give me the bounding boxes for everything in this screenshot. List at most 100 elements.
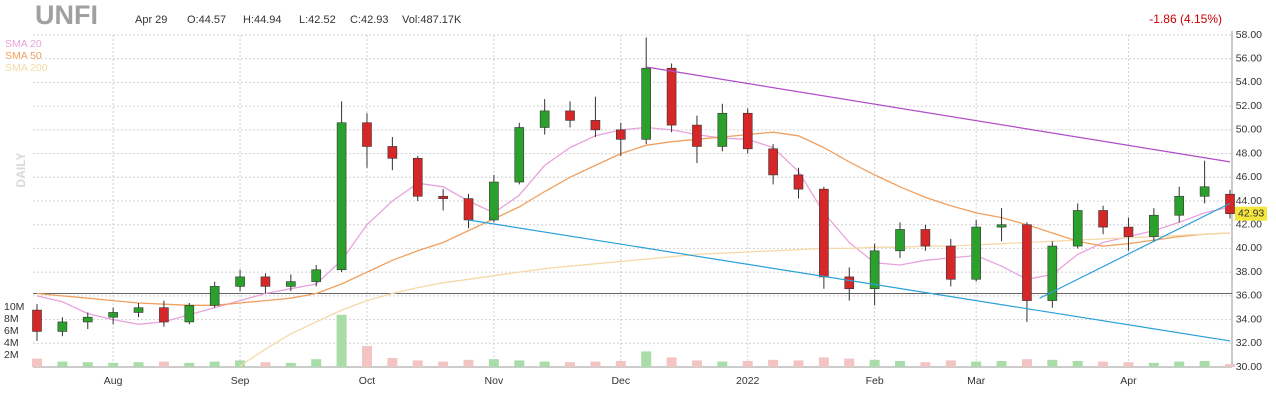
x-tick-label: Apr xyxy=(1120,375,1137,387)
volume-tick-label: 4M xyxy=(4,337,19,349)
y-tick-label: 58.00 xyxy=(1236,29,1262,41)
x-tick-label: Nov xyxy=(485,375,504,387)
candle-body xyxy=(717,112,728,147)
volume-bar xyxy=(82,362,93,367)
candle-body xyxy=(895,229,905,252)
x-tick-label: Feb xyxy=(866,375,884,387)
volume-bar xyxy=(488,359,499,367)
candle-body xyxy=(463,198,474,221)
ohlc-label: C:42.93 xyxy=(350,14,389,26)
x-tick-label: Oct xyxy=(359,375,375,387)
volume-bar xyxy=(133,362,144,367)
candle-body xyxy=(692,124,702,147)
volume-bar xyxy=(387,358,398,367)
ohlc-label: L:42.52 xyxy=(299,14,336,26)
date: Apr 29 xyxy=(135,14,167,26)
x-tick-label: Aug xyxy=(104,375,123,387)
volume-label: Vol:487.17K xyxy=(402,14,462,26)
y-tick-label: 34.00 xyxy=(1236,313,1262,325)
candle-body xyxy=(920,229,931,247)
legend-entry: SMA 200 xyxy=(5,62,48,74)
volume-bar xyxy=(768,359,779,367)
candle-body xyxy=(869,250,880,290)
volume-bar xyxy=(1047,359,1058,367)
volume-bar xyxy=(895,361,906,367)
change-label: -1.86 (4.15%) xyxy=(1149,12,1222,26)
legend-entry: SMA 50 xyxy=(5,50,42,62)
candle-body xyxy=(565,110,575,121)
volume-bar xyxy=(539,361,550,367)
volume-tick-label: 8M xyxy=(4,313,19,325)
volume-bar xyxy=(945,360,956,367)
volume-bar xyxy=(717,361,728,367)
last-price-label: 42.93 xyxy=(1238,207,1264,219)
ticker: UNFI xyxy=(35,0,98,30)
volume-bar xyxy=(1123,362,1134,367)
candle-body xyxy=(945,245,956,280)
volume-bar xyxy=(920,362,931,367)
candle-body xyxy=(412,158,423,197)
volume-bar xyxy=(1148,362,1159,367)
candle-body xyxy=(286,281,296,287)
volume-bar xyxy=(158,361,169,367)
y-tick-label: 52.00 xyxy=(1236,100,1262,112)
volume-bar xyxy=(996,361,1007,367)
volume-bar xyxy=(514,360,525,367)
volume-tick-label: 10M xyxy=(4,301,24,313)
volume-bar xyxy=(793,360,804,367)
y-tick-label: 46.00 xyxy=(1236,171,1262,183)
y-tick-label: 44.00 xyxy=(1236,195,1262,207)
volume-bar xyxy=(361,346,372,367)
candle-body xyxy=(590,120,601,131)
volume-bar xyxy=(260,362,271,367)
volume-tick-label: 2M xyxy=(4,349,19,361)
candle-body xyxy=(133,307,144,313)
volume-bar xyxy=(971,361,982,367)
volume-bar xyxy=(1199,361,1210,367)
candle-body xyxy=(32,309,42,332)
volume-bar xyxy=(565,362,576,367)
candle-body xyxy=(184,305,195,323)
volume-bar xyxy=(818,357,829,367)
volume-bar xyxy=(666,357,677,367)
candle-body xyxy=(1174,195,1185,216)
volume-bar xyxy=(108,362,119,367)
y-tick-label: 50.00 xyxy=(1236,124,1262,136)
volume-tick-label: 6M xyxy=(4,325,19,337)
trendline xyxy=(468,219,1231,342)
volume-bar xyxy=(311,359,322,367)
volume-bar xyxy=(184,362,195,367)
legend-entry: SMA 20 xyxy=(5,38,42,50)
candle-body xyxy=(539,110,550,128)
volume-bar xyxy=(1098,361,1109,367)
volume-bar xyxy=(1174,361,1185,367)
candle-body xyxy=(1022,224,1032,301)
y-tick-label: 48.00 xyxy=(1236,147,1262,159)
y-tick-label: 38.00 xyxy=(1236,266,1262,278)
volume-bar xyxy=(1225,364,1235,367)
candle-body xyxy=(489,181,499,221)
candle-body xyxy=(362,122,372,147)
y-tick-label: 56.00 xyxy=(1236,52,1262,64)
candle-body xyxy=(616,129,626,140)
candle-body xyxy=(666,67,677,126)
candle-body xyxy=(438,195,448,199)
volume-bar xyxy=(235,360,246,367)
candle-body xyxy=(1199,186,1210,197)
volume-bar xyxy=(641,351,652,367)
volume-bar xyxy=(844,358,855,367)
x-tick-label: Dec xyxy=(611,375,630,387)
last-price-box xyxy=(1235,206,1267,221)
volume-bar xyxy=(1072,361,1083,367)
candle-body xyxy=(514,127,525,183)
candle-body xyxy=(336,122,347,271)
y-tick-label: 40.00 xyxy=(1236,242,1262,254)
volume-bar xyxy=(438,361,449,367)
candle-body xyxy=(641,67,651,140)
candle-body xyxy=(260,276,271,287)
candle-body xyxy=(996,224,1007,228)
period-label: DAILY xyxy=(14,153,28,188)
volume-bar xyxy=(742,361,753,367)
candle-body xyxy=(82,316,93,323)
volume-bar xyxy=(412,360,423,367)
